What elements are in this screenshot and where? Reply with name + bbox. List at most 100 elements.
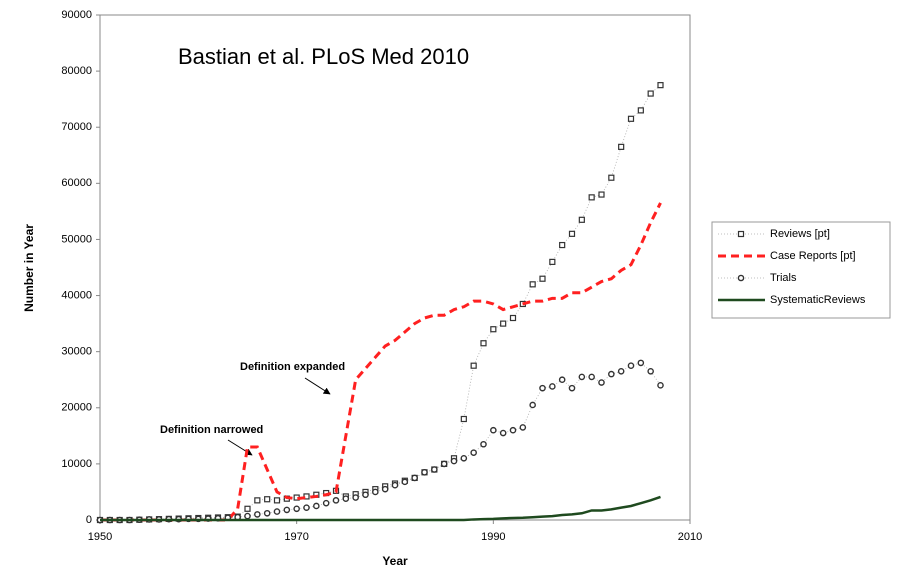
y-tick-label: 60000 [61,177,92,189]
data-point [618,143,625,150]
data-point [637,359,645,367]
data-point [608,174,615,181]
y-tick-label: 10000 [61,458,92,470]
data-point [657,82,664,89]
data-point [332,497,340,504]
y-tick-label: 0 [86,514,92,526]
data-point [263,509,271,517]
data-point [559,241,566,249]
data-point [549,383,556,390]
data-point [391,481,399,489]
legend [711,221,891,319]
data-point [303,504,310,511]
data-point [372,488,379,496]
data-point [254,511,261,518]
annotation-arrow [227,439,253,456]
data-point [283,506,291,514]
data-point [647,90,654,97]
data-point [657,382,664,389]
data-point [322,499,330,507]
data-point [539,275,546,282]
data-point [431,466,438,473]
data-point [480,440,487,448]
annotation: Definition narrowed [160,424,263,436]
data-point [273,508,281,515]
y-tick-label: 90000 [61,9,92,21]
data-point [588,373,595,381]
data-point [470,362,477,369]
data-point [254,497,261,504]
data-point [401,478,409,486]
data-point [490,326,497,333]
data-point [637,107,644,114]
data-point [529,401,536,409]
series-line [100,84,661,521]
data-point [529,281,536,288]
data-point [244,505,251,512]
y-tick-label: 80000 [61,65,92,77]
data-point [490,426,497,434]
legend-label: Reviews [pt] [770,228,830,240]
data-point [470,449,477,456]
data-point [578,373,586,381]
data-point [509,314,517,322]
legend-marker [737,274,745,282]
data-point [421,469,428,476]
data-point [647,368,654,375]
y-tick-label: 20000 [61,402,92,414]
data-point [509,426,517,434]
data-point [450,457,458,465]
data-point [293,505,300,513]
data-point [362,491,369,499]
data-point [627,362,635,369]
series-line [100,362,661,521]
data-point [627,115,635,122]
legend-label: Trials [770,272,797,284]
legend-label: SystematicReviews [770,294,866,306]
annotation: Definition expanded [240,361,345,373]
data-point [499,429,507,437]
data-point [568,384,576,392]
y-tick-label: 70000 [61,121,92,133]
annotation-title: Bastian et al. PLoS Med 2010 [178,44,469,69]
data-point [617,368,625,375]
data-point [598,379,605,386]
data-point [273,497,281,504]
data-point [588,194,595,201]
data-point [313,502,320,510]
plot-frame [99,14,691,521]
data-point [500,320,507,327]
legend-label: Case Reports [pt] [770,250,856,262]
annotation-arrow [304,377,331,395]
x-tick-label: 1970 [284,531,308,543]
x-axis-label: Year [382,554,408,568]
data-point [568,230,576,237]
data-point [519,424,527,431]
y-tick-label: 50000 [61,233,92,245]
x-tick-label: 2010 [678,531,702,543]
x-tick-label: 1950 [88,531,112,543]
data-point [608,370,615,378]
y-tick-label: 30000 [61,346,92,358]
data-point [352,494,359,501]
series-line [100,202,662,522]
data-point [381,485,389,493]
data-point [342,495,350,502]
data-point [244,512,251,520]
data-point [480,340,487,347]
data-point [440,460,448,468]
data-point [558,376,566,384]
data-point [539,384,546,392]
data-point [598,191,605,198]
data-point [549,258,556,265]
y-axis-label: Number in Year [22,224,36,312]
legend-marker [737,230,745,238]
series-line [100,495,661,522]
data-point [460,454,468,462]
y-tick-label: 40000 [61,289,92,301]
data-point [578,216,585,223]
data-point [411,474,418,482]
data-point [264,496,271,503]
data-point [460,415,467,423]
